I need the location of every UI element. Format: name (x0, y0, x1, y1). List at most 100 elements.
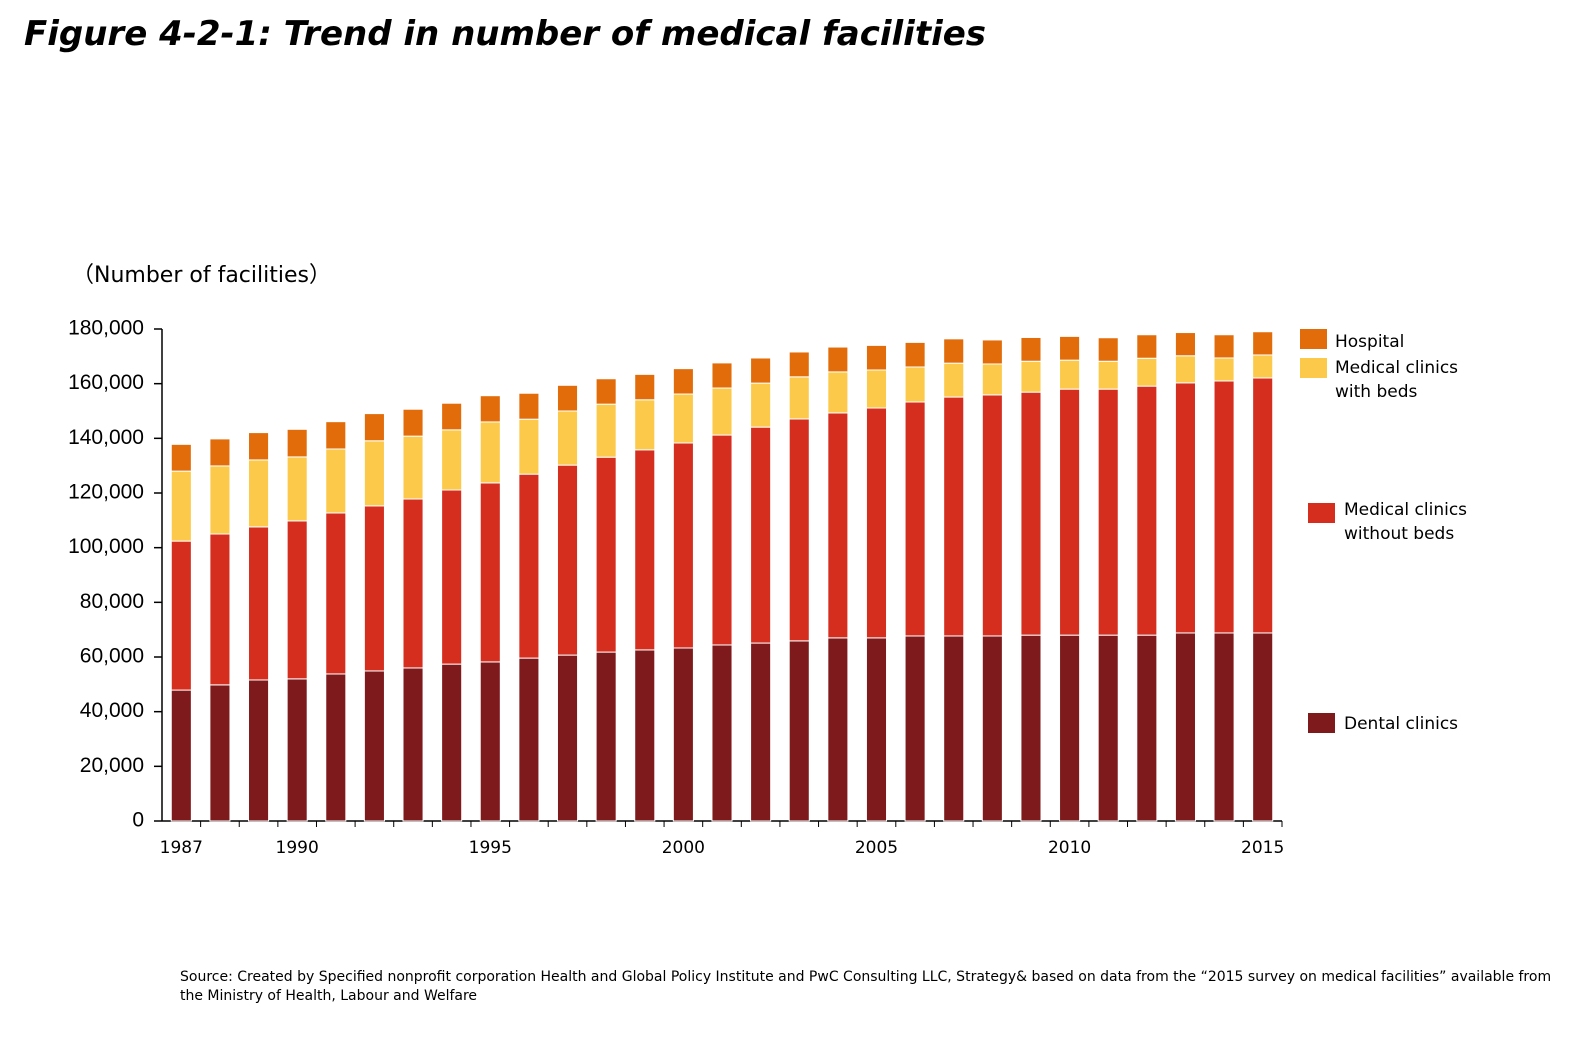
y-tick-label: 80,000 (80, 590, 144, 613)
bar-segment (634, 649, 656, 822)
bar-segment (325, 448, 347, 514)
bar-segment (1097, 388, 1119, 636)
bar-segment (363, 670, 385, 822)
bar-segment (1097, 634, 1119, 822)
bar-segment (1020, 360, 1042, 393)
x-tick-label: 1987 (160, 838, 203, 858)
bar-segment (170, 689, 192, 822)
bar-segment (441, 402, 463, 431)
bar-segment (750, 642, 772, 822)
bar-segment (518, 418, 540, 475)
bar-segment (286, 456, 308, 522)
bar-segment (865, 369, 888, 409)
bar-segment (286, 520, 308, 680)
bar-segment (788, 418, 810, 642)
bar-segment (248, 679, 270, 822)
bar-segment (1252, 354, 1274, 379)
bar-segment (595, 403, 617, 458)
bar-segment (865, 407, 888, 639)
bar-segment (479, 482, 501, 663)
bar-segment (672, 393, 694, 444)
bar-segment (209, 465, 231, 535)
bar-segment (1174, 632, 1196, 822)
bar-segment (1174, 332, 1196, 357)
bar-segment (248, 432, 270, 461)
bar-segment (595, 378, 617, 405)
bar-segment (325, 512, 347, 675)
legend-swatch (1300, 329, 1327, 349)
bar-segment (1213, 632, 1235, 822)
bar-segment (1136, 334, 1158, 359)
bar-segment (402, 498, 424, 669)
bar-segment (595, 651, 617, 822)
bar-segment (750, 426, 772, 644)
bar-segment (170, 470, 192, 542)
bar-segment (1059, 634, 1081, 822)
bar-segment (1020, 391, 1042, 636)
bar-segment (788, 351, 810, 378)
bar-segment (286, 678, 308, 822)
bar-segment (865, 344, 888, 371)
legend-swatch (1308, 713, 1335, 733)
bar-segment (248, 526, 270, 681)
bar-segment (943, 362, 965, 398)
bar-segment (1174, 355, 1196, 384)
bar-segment (479, 661, 501, 822)
bar-segment (981, 363, 1003, 396)
y-tick-label: 100,000 (68, 535, 144, 558)
bar-segment (363, 505, 385, 672)
bar-segment (518, 473, 540, 659)
bar-segment (981, 394, 1003, 637)
bar-segment (1097, 360, 1119, 390)
bar-segment (904, 635, 926, 822)
bar-segment (827, 346, 849, 373)
bar-segment (479, 421, 501, 484)
bar-segment (711, 387, 733, 436)
bar-segment (518, 392, 540, 420)
bar-segment (943, 396, 965, 637)
bar-segment (711, 434, 733, 646)
legend-swatch (1308, 503, 1335, 523)
bar-segment (170, 540, 192, 691)
x-tick-label: 1995 (469, 838, 512, 858)
bar-segment (1174, 382, 1196, 634)
bar-segment (981, 635, 1003, 822)
bar-segment (1136, 634, 1158, 822)
y-tick-label: 0 (132, 809, 144, 832)
bar-segment (363, 413, 385, 442)
bar-segment (556, 654, 579, 822)
bar-segment (788, 640, 810, 822)
chart-title: Figure 4-2-1: Trend in number of medical… (24, 14, 987, 54)
bar-segment (325, 421, 347, 450)
bar-segment (634, 399, 656, 451)
bar-segment (634, 449, 656, 651)
bar-segment (441, 489, 463, 665)
bar-segment (556, 410, 579, 466)
bar-segment (325, 673, 347, 822)
bar-segment (1252, 331, 1274, 356)
bar-segment (904, 341, 926, 368)
bar-segment (595, 456, 617, 653)
y-tick-label: 120,000 (68, 481, 144, 504)
bar-segment (711, 362, 733, 389)
y-tick-label: 160,000 (68, 371, 144, 394)
bar-segment (402, 435, 424, 500)
bar-segment (672, 368, 694, 395)
bar-segment (1213, 380, 1235, 634)
bar-segment (556, 464, 579, 656)
bar-segment (479, 395, 501, 423)
bar-segment (1136, 385, 1158, 636)
y-tick-label: 20,000 (80, 754, 144, 777)
bar-segment (209, 533, 231, 686)
bar-segment (904, 366, 926, 403)
bar-segment (402, 408, 424, 437)
bar-segment (1136, 357, 1158, 387)
bar-segment (711, 644, 733, 822)
bar-segment (788, 376, 810, 420)
bar-segment (170, 443, 192, 472)
bar-segment (634, 373, 656, 401)
bar-segment (209, 438, 231, 467)
bar-segment (1097, 337, 1119, 362)
legend-label: Medical clinics with beds (1335, 358, 1459, 402)
